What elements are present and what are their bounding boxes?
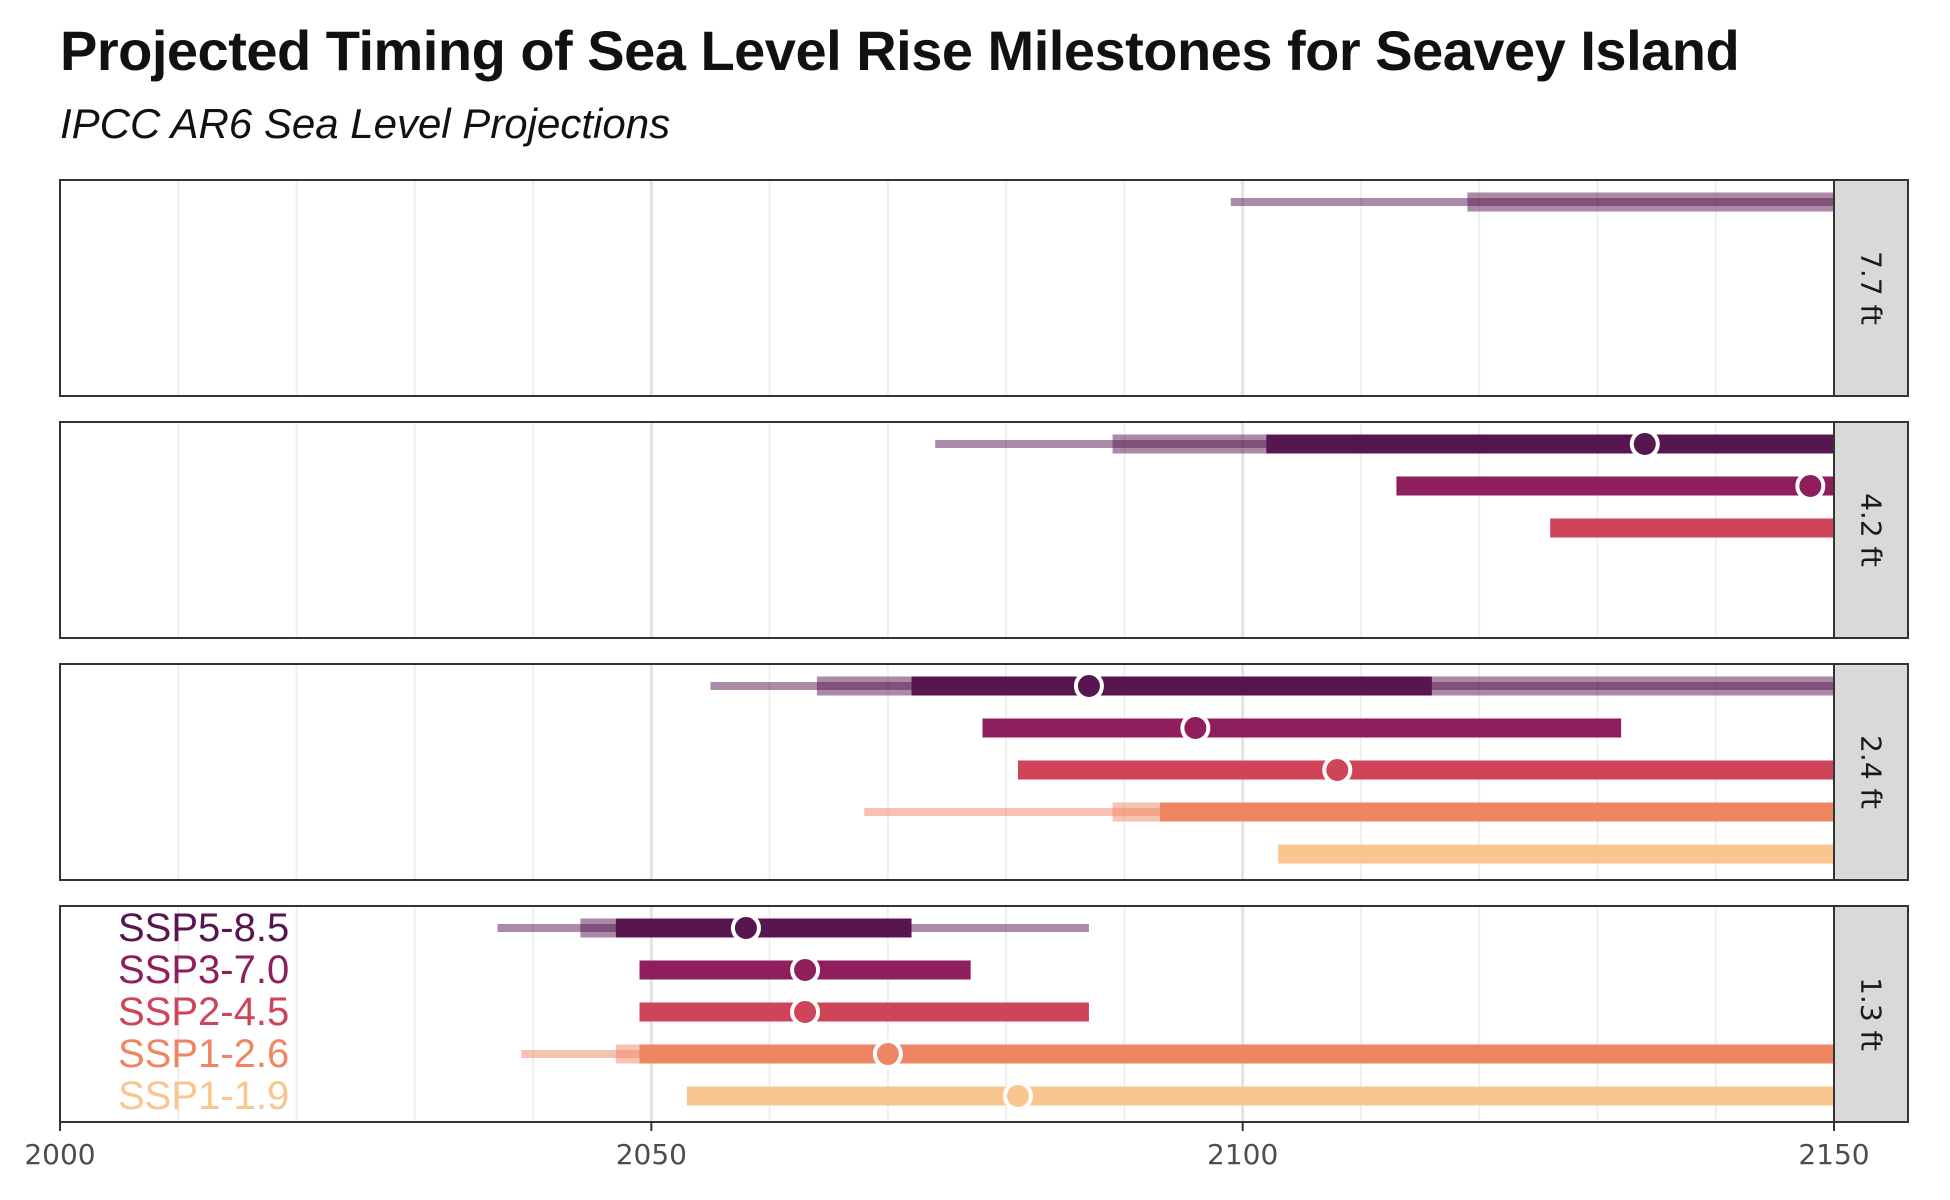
chart-subtitle: IPCC AR6 Sea Level Projections (60, 100, 671, 147)
facet-strip-label: 4.2 ft (1855, 493, 1888, 567)
facet-panel: 4.2 ft (59, 421, 1909, 639)
legend-label: SSP5-8.5 (118, 906, 289, 950)
facet-strip-label: 1.3 ft (1855, 977, 1888, 1051)
chart-title: Projected Timing of Sea Level Rise Miles… (60, 19, 1740, 82)
facet-strip (1833, 663, 1909, 881)
x-tick-label: 2050 (616, 1138, 687, 1171)
facet-strip-label: 2.4 ft (1855, 735, 1888, 809)
facet-panel: 7.7 ft (59, 179, 1909, 397)
legend-label: SSP1-1.9 (118, 1074, 289, 1118)
median-point (1795, 471, 1826, 501)
legend-label: SSP2-4.5 (118, 990, 289, 1034)
facet-strip (1833, 905, 1909, 1123)
facet-strip (1833, 421, 1909, 639)
x-tick-label: 2150 (1798, 1138, 1869, 1171)
median-point (730, 913, 761, 943)
facet-strip (1833, 179, 1909, 397)
median-point (872, 1039, 903, 1069)
facet-panel: 2.4 ft (59, 663, 1909, 881)
legend-label: SSP1-2.6 (118, 1032, 289, 1076)
panel-background (60, 180, 1834, 396)
median-point (1180, 713, 1211, 743)
median-point (1629, 429, 1660, 459)
median-point (1073, 671, 1104, 701)
x-tick-label: 2100 (1207, 1138, 1278, 1171)
median-point (790, 955, 821, 985)
x-tick-label: 2000 (24, 1138, 95, 1171)
median-point (790, 997, 821, 1027)
facet-strip-label: 7.7 ft (1855, 251, 1888, 325)
panel-background (60, 422, 1834, 638)
median-point (1322, 755, 1353, 785)
facet-panel: 1.3 ft SSP5-8.5SSP3-7.0SSP2-4.5SSP1-2.6SS… (59, 905, 1909, 1123)
median-point (1002, 1081, 1033, 1111)
legend-label: SSP3-7.0 (118, 948, 289, 992)
